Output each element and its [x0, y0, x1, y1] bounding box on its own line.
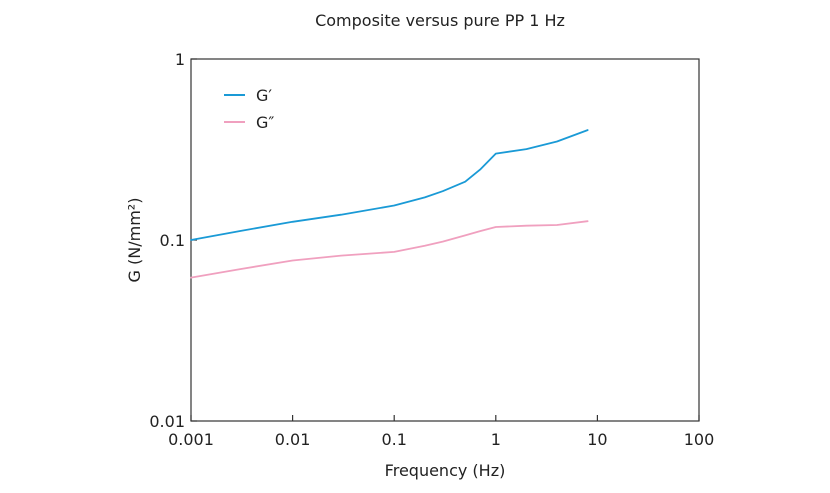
y-axis-label: G (N/mm²)	[125, 198, 144, 283]
x-tick-label: 10	[587, 430, 607, 449]
y-tick-label: 0.1	[160, 231, 185, 250]
legend-label-1: G″	[256, 113, 274, 132]
x-tick-label: 0.01	[275, 430, 311, 449]
x-tick-label: 0.1	[381, 430, 406, 449]
x-axis-ticks: 0.001 0.01 0.1 1 10 100	[168, 415, 714, 449]
series-line-0	[190, 129, 589, 241]
y-tick-label: 1	[175, 50, 185, 69]
series-lines	[190, 129, 589, 279]
y-axis-ticks: 0.01 0.1 1	[149, 50, 197, 431]
x-axis-label: Frequency (Hz)	[385, 461, 506, 480]
chart-title: Composite versus pure PP 1 Hz	[315, 11, 565, 30]
series-line-1	[190, 220, 589, 279]
legend: G′ G″	[224, 86, 274, 132]
legend-label-0: G′	[256, 86, 272, 105]
x-tick-label: 1	[491, 430, 501, 449]
x-tick-label: 100	[684, 430, 715, 449]
y-tick-label: 0.01	[149, 412, 185, 431]
x-tick-label: 0.001	[168, 430, 214, 449]
